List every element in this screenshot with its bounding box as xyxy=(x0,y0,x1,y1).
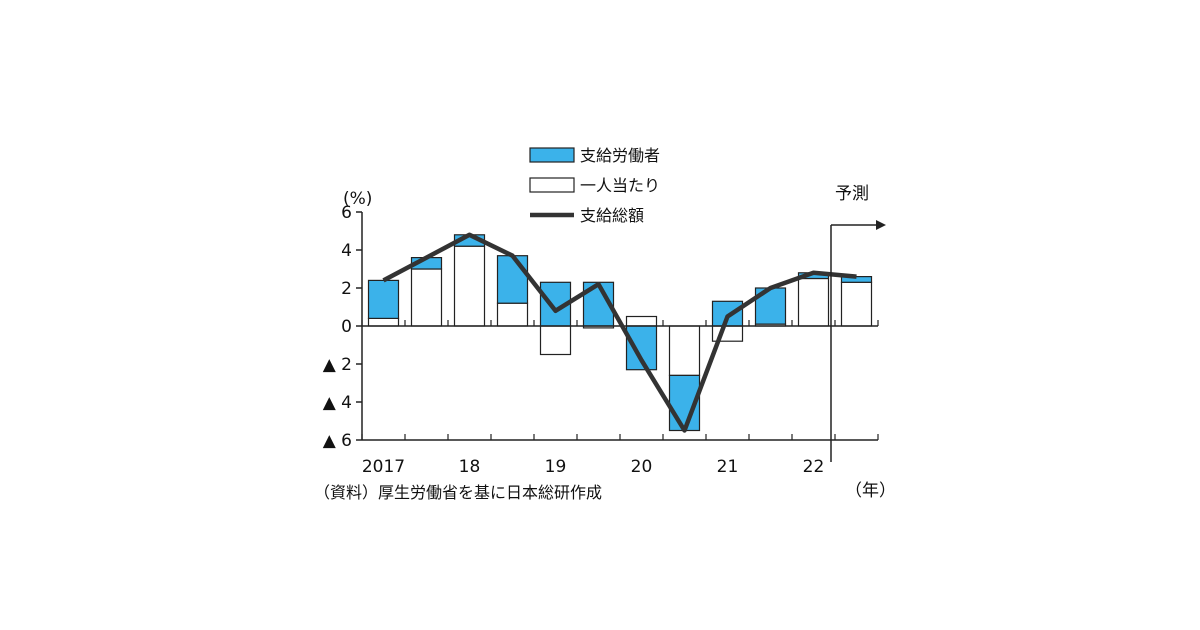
x-tick-label: 2017 xyxy=(362,457,405,477)
legend-swatch-workers xyxy=(529,147,575,163)
x-tick-label: 19 xyxy=(545,457,567,477)
y-tick-label: ▲ 2 xyxy=(323,355,352,375)
bar-workers xyxy=(496,255,529,304)
bar-per-head xyxy=(797,277,830,327)
x-tick-label: 21 xyxy=(717,457,739,477)
forecast-arrow-head xyxy=(876,220,886,230)
bar-per-head xyxy=(410,268,443,327)
bar-per-head xyxy=(453,245,486,327)
legend-label: 支給総額 xyxy=(580,206,644,225)
total-line-path xyxy=(382,232,857,433)
bar-per-head xyxy=(539,325,572,356)
x-tick-label: 22 xyxy=(803,457,825,477)
y-unit-label: (%) xyxy=(343,189,372,209)
x-tick-label: 18 xyxy=(459,457,481,477)
legend-label: 一人当たり xyxy=(580,176,660,195)
bar-per-head xyxy=(367,317,400,327)
bars xyxy=(362,234,878,432)
bar-per-head xyxy=(496,302,529,327)
forecast-marker xyxy=(830,220,886,462)
y-tick-label: ▲ 6 xyxy=(323,431,352,451)
bar-per-head xyxy=(625,315,658,327)
total-line xyxy=(382,232,857,433)
forecast-label: 予測 xyxy=(835,184,869,204)
x-tick-label: 20 xyxy=(631,457,653,477)
y-tick-label: ▲ 4 xyxy=(323,393,352,413)
legend-label: 支給労働者 xyxy=(580,146,660,165)
bar-per-head xyxy=(668,325,701,377)
source-note: （資料）厚生労働省を基に日本総研作成 xyxy=(314,483,602,502)
bar-per-head xyxy=(840,281,873,327)
y-tick-label: 4 xyxy=(341,241,352,261)
y-tick-label: 2 xyxy=(341,279,352,299)
bar-workers xyxy=(367,279,400,319)
legend-swatch-per-head xyxy=(529,177,575,193)
y-tick-label: 0 xyxy=(341,317,352,337)
x-unit-label: （年） xyxy=(845,481,896,501)
y-tick-label: 6 xyxy=(341,203,352,223)
